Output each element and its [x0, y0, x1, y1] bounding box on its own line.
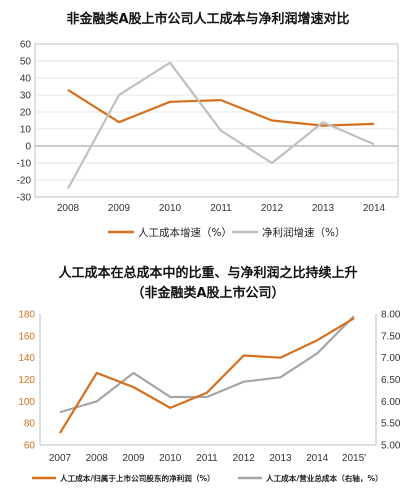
chart1-x-tick-label: 2013	[312, 203, 335, 214]
chart1-plot-frame	[34, 43, 399, 198]
chart2-left-tick-label: 100	[18, 397, 35, 408]
chart2-x-tick-label: 2014	[306, 453, 329, 464]
chart2-right-tick-label: 6.00	[381, 397, 401, 408]
chart1-y-tick-label: 10	[20, 125, 32, 136]
chart2-legend-label: 人工成本/归属于上市公司股东的净利润（%）	[59, 473, 215, 483]
chart1-y-tick-label: 20	[20, 108, 32, 119]
chart2-left-tick-label: 140	[18, 353, 35, 364]
chart2-right-tick-label: 7.50	[381, 331, 401, 342]
chart2-x-tick-label: 2010	[159, 453, 182, 464]
chart2-right-tick-label: 5.50	[381, 419, 401, 430]
chart2-x-tick-label: 2015'	[342, 453, 366, 464]
chart2-right-tick-label: 5.00	[381, 441, 401, 452]
chart2-title: 人工成本在总成本中的比重、与净利润之比持续上升	[58, 266, 358, 281]
chart2-x-tick-label: 2008	[86, 453, 109, 464]
chart1-title: 非金融类A股上市公司人工成本与净利润增速对比	[66, 12, 350, 27]
chart1-y-tick-label: 50	[20, 57, 32, 68]
chart2-right-tick-label: 8.00	[381, 310, 401, 321]
chart1-y-tick-label: 0	[25, 142, 31, 153]
chart2-labor-to-total-cost-line	[59, 315, 355, 414]
chart2-right-tick-label: 7.00	[381, 353, 401, 364]
chart2-x-tick-label: 2009	[122, 453, 145, 464]
chart2-left-tick-label: 60	[24, 441, 36, 452]
chart1-y-tick-label: -30	[17, 193, 32, 204]
chart2-x-tick-label: 2007	[49, 453, 72, 464]
chart1-x-tick-label: 2008	[57, 203, 80, 214]
chart2-subtitle: （非金融类A股上市公司）	[131, 286, 285, 301]
chart1-x-tick-label: 2012	[261, 203, 284, 214]
chart2-x-tick-label: 2011	[196, 453, 218, 464]
chart1-y-tick-label: 30	[20, 91, 32, 102]
chart1-legend-label: 人工成本增速（%）	[138, 226, 232, 239]
chart2-left-tick-label: 180	[18, 310, 35, 321]
chart1-x-tick-label: 2011	[210, 203, 232, 214]
chart1-x-tick-label: 2014	[363, 203, 386, 214]
chart2-left-tick-label: 120	[18, 375, 35, 386]
chart1-x-tick-label: 2009	[108, 203, 131, 214]
chart2-right-tick-label: 6.50	[381, 375, 401, 386]
chart1-y-tick-label: -10	[17, 159, 32, 170]
chart2-legend-label: 人工成本/营业总成本（右轴，%）	[265, 473, 383, 483]
chart1-y-tick-label: -20	[17, 176, 32, 187]
chart2-left-tick-label: 80	[24, 419, 36, 430]
chart1-legend-label: 净利润增速（%）	[262, 226, 345, 239]
chart2-x-tick-label: 2012	[233, 453, 256, 464]
chart1-y-tick-label: 60	[20, 40, 32, 51]
chart2-left-tick-label: 160	[18, 331, 35, 342]
chart1-y-tick-label: 40	[20, 74, 32, 85]
chart2-labor-to-net-profit-line	[59, 317, 355, 434]
chart2-x-tick-label: 2013	[269, 453, 292, 464]
chart1-x-tick-label: 2010	[159, 203, 182, 214]
